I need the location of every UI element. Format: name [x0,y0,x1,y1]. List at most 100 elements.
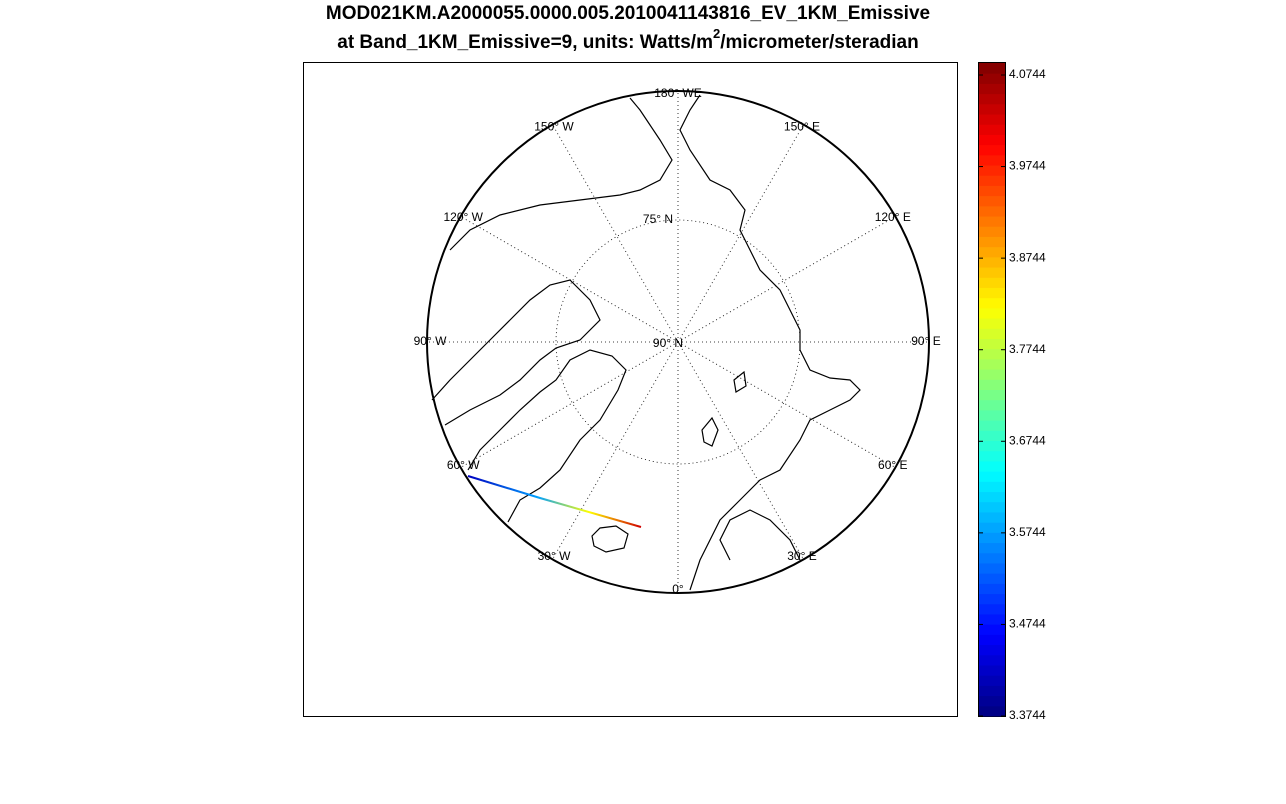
colorbar-cell [979,532,1005,544]
coastline [679,94,861,591]
meridian-label: 30° E [787,549,816,563]
meridian-label: 180° WE [654,86,701,100]
colorbar-tick-label: 3.9744 [1009,159,1046,173]
subtitle-part: at Band_1KM_Emissive=9, units: Watts/m [337,32,713,53]
colorbar-cell [979,573,1005,584]
colorbar-cell [979,705,1005,717]
colorbar-cell [979,685,1005,697]
colorbar-cell [979,318,1005,329]
colorbar-cell [979,471,1005,482]
colorbar-cell [979,420,1005,431]
coastline [449,97,673,251]
colorbar-cell [979,583,1005,595]
colorbar-cell [979,644,1005,656]
swath [467,475,642,528]
colorbar-tick-label: 3.4744 [1009,617,1046,631]
colorbar-cell [979,562,1005,574]
coastline [719,509,801,561]
colorbar-cell [979,185,1005,197]
coastline [431,279,601,426]
colorbar-cell [979,63,1005,74]
colorbar-cell [979,307,1005,319]
colorbar-cell [979,634,1005,646]
colorbar-tick-label: 3.6744 [1009,433,1046,447]
map-boundary [426,90,930,594]
colorbar-cell [979,165,1005,176]
colorbar-cell [979,205,1005,217]
meridian-label: 60° E [878,458,907,472]
meridian-label: 0° [672,582,684,596]
meridian-label: 60° W [447,458,480,472]
coastline [701,416,719,447]
colorbar-cell [979,73,1005,84]
colorbar-cell [979,511,1005,523]
colorbar-cell [979,409,1005,421]
coastline [733,370,747,393]
colorbar-tick-label: 3.3744 [1009,708,1046,722]
colorbar-cell [979,226,1005,237]
colorbar-tick-label: 3.5744 [1009,525,1046,539]
colorbar-cell [979,695,1005,707]
colorbar-cell [979,216,1005,227]
meridian-label: 120° E [875,210,911,224]
colorbar-cell [979,328,1005,339]
colorbar-cell [979,124,1005,135]
colorbar-cell [979,338,1005,350]
colorbar-cell [979,154,1005,166]
colorbar-cell [979,277,1005,288]
subtitle-part: /micrometer/steradian [720,32,919,53]
axes-box [303,62,958,717]
colorbar-cell [979,103,1005,115]
colorbar-cell [979,236,1005,248]
colorbar-cell [979,267,1005,278]
colorbar-cell [979,460,1005,472]
coastline [467,349,627,523]
colorbar-cell [979,522,1005,533]
colorbar-tick-label: 3.8744 [1009,250,1046,264]
colorbar-cell [979,664,1005,676]
colorbar-cell [979,83,1005,95]
colorbar-cell [979,399,1005,411]
colorbar-cell [979,379,1005,390]
colorbar-cell [979,450,1005,462]
parallel-label: 75° N [643,212,673,226]
colorbar-cell [979,552,1005,564]
colorbar-cell [979,93,1005,105]
colorbar-cell [979,369,1005,380]
colorbar-cell [979,593,1005,605]
colorbar-cell [979,287,1005,299]
subtitle-sup: 2 [713,26,720,41]
colorbar-cell [979,297,1005,309]
coastlines [431,94,861,591]
meridian-label: 90° E [911,334,940,348]
colorbar-cell [979,654,1005,666]
colorbar-cell [979,624,1005,635]
colorbar-cell [979,195,1005,207]
colorbar-cell [979,175,1005,186]
colorbar-cell [979,481,1005,493]
title: MOD021KM.A2000055.0000.005.2010041143816… [326,3,930,24]
colorbar-cell [979,246,1005,258]
subtitle: at Band_1KM_Emissive=9, units: Watts/m2/… [337,26,918,53]
colorbar-cell [979,491,1005,503]
colorbar-cell [979,114,1005,125]
colorbar-cell [979,675,1005,686]
colorbar-tick-label: 3.7744 [1009,342,1046,356]
colorbar-cell [979,134,1005,146]
colorbar-cell [979,501,1005,513]
colorbar-cell [979,440,1005,452]
coastline [591,525,629,553]
meridian-label: 90° W [414,334,447,348]
colorbar-cell [979,144,1005,156]
colorbar-cell [979,430,1005,442]
meridian-label: 120° W [443,210,483,224]
parallel-label: 90° N [653,336,683,350]
colorbar-cell [979,542,1005,554]
colorbar-cell [979,256,1005,268]
meridian-label: 30° W [538,549,571,563]
colorbar-cell [979,613,1005,625]
colorbar-cell [979,348,1005,360]
colorbar-tick-label: 4.0744 [1009,67,1046,81]
colorbar-cell [979,358,1005,370]
